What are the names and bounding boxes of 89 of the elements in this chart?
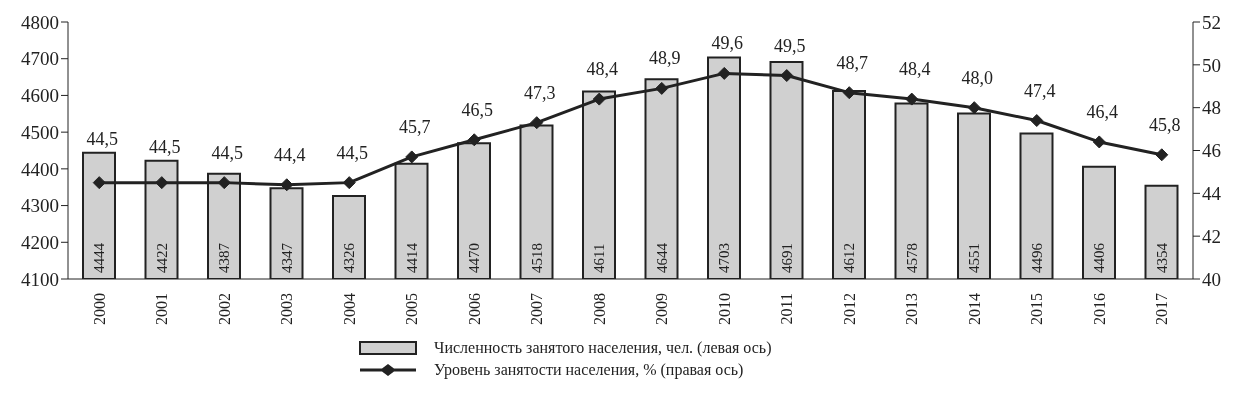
data-label: 47,4 [1024, 80, 1056, 101]
point [342, 176, 356, 190]
point [1092, 135, 1106, 149]
point [967, 101, 981, 115]
y2-tick-label: 46 [1202, 140, 1221, 162]
y-tick-label: 4400 [21, 158, 59, 180]
data-label: 4703 [716, 243, 732, 273]
x-tick-label: 2003 [278, 293, 296, 325]
x-tick-label: 2015 [1028, 293, 1046, 325]
data-label: 44,5 [86, 128, 118, 149]
data-label: 4406 [1091, 242, 1107, 273]
point [155, 176, 169, 190]
x-tick-label: 2008 [590, 293, 608, 325]
x-tick-label: 2014 [965, 293, 983, 325]
data-label: 46,5 [461, 99, 493, 120]
data-label: 45,7 [399, 116, 431, 137]
data-label: 4422 [153, 243, 170, 273]
point [842, 86, 856, 100]
data-label: 47,3 [524, 82, 556, 103]
data-label: 49,5 [774, 35, 806, 56]
data-label: 48,4 [586, 59, 618, 80]
data-label: 4551 [966, 243, 982, 273]
y2-tick-label: 50 [1202, 54, 1221, 76]
data-label: 4578 [903, 243, 920, 273]
x-tick-label: 2011 [778, 293, 796, 325]
point [655, 81, 669, 95]
point [717, 66, 731, 80]
data-label: 4326 [341, 242, 357, 273]
point [530, 116, 544, 130]
x-tick-label: 2016 [1090, 293, 1108, 325]
point [780, 69, 794, 83]
data-label: 4611 [591, 243, 607, 273]
y-tick-label: 4800 [21, 11, 59, 33]
point [1155, 148, 1169, 162]
data-label: 4414 [403, 242, 420, 273]
legend-label: Численность занятого населения, чел. (левая ось) [434, 339, 772, 357]
data-label: 44,4 [274, 144, 306, 165]
data-label: 48,4 [899, 59, 931, 80]
data-label: 4612 [841, 243, 857, 273]
data-label: 45,8 [1149, 114, 1181, 135]
legend-label: Уровень занятости населения, % (правая ось) [434, 361, 744, 379]
point [905, 92, 919, 106]
y-tick-label: 4100 [21, 268, 59, 290]
data-label: 48,7 [836, 52, 868, 73]
y-tick-label: 4700 [21, 48, 59, 70]
y-tick-label: 4200 [21, 232, 59, 254]
y2-tick-label: 40 [1202, 268, 1221, 290]
point [592, 92, 606, 106]
x-tick-label: 2005 [403, 293, 421, 325]
data-label: 44,5 [211, 142, 243, 163]
data-label: 4444 [91, 242, 107, 273]
data-label: 4496 [1028, 242, 1045, 273]
data-label: 48,9 [649, 48, 681, 69]
y2-tick-label: 44 [1202, 183, 1222, 205]
x-tick-label: 2013 [903, 293, 921, 325]
data-label: 44,5 [149, 136, 181, 157]
y-tick-label: 4300 [21, 195, 59, 217]
x-tick-label: 2004 [340, 293, 358, 325]
point [1030, 114, 1044, 128]
y-tick-label: 4600 [21, 85, 59, 107]
point [405, 150, 419, 164]
x-tick-label: 2012 [840, 293, 858, 325]
x-tick-label: 2007 [528, 293, 546, 325]
y2-tick-label: 42 [1202, 225, 1221, 247]
x-tick-label: 2010 [715, 293, 733, 325]
y2-tick-label: 52 [1202, 11, 1221, 33]
data-label: 4691 [778, 243, 795, 273]
x-tick-label: 2001 [153, 293, 171, 325]
point [280, 178, 294, 192]
data-label: 4644 [653, 242, 670, 273]
x-tick-label: 2002 [215, 293, 233, 325]
point [92, 176, 106, 190]
data-label: 4518 [528, 243, 545, 273]
data-label: 4470 [466, 243, 482, 273]
data-label: 46,4 [1086, 101, 1118, 122]
data-label: 49,6 [711, 33, 743, 54]
data-label: 48,0 [961, 67, 993, 88]
point [467, 133, 481, 147]
data-label: 4387 [216, 242, 232, 273]
y2-tick-label: 48 [1202, 97, 1221, 119]
point [217, 176, 231, 190]
data-label: 4354 [1153, 242, 1170, 273]
data-label: 44,5 [336, 142, 368, 163]
data-label: 4347 [278, 242, 295, 273]
y-tick-label: 4500 [21, 121, 59, 143]
x-tick-label: 2000 [90, 293, 108, 325]
x-tick-label: 2009 [653, 293, 671, 325]
x-tick-label: 2017 [1153, 293, 1171, 325]
x-tick-label: 2006 [465, 293, 483, 325]
